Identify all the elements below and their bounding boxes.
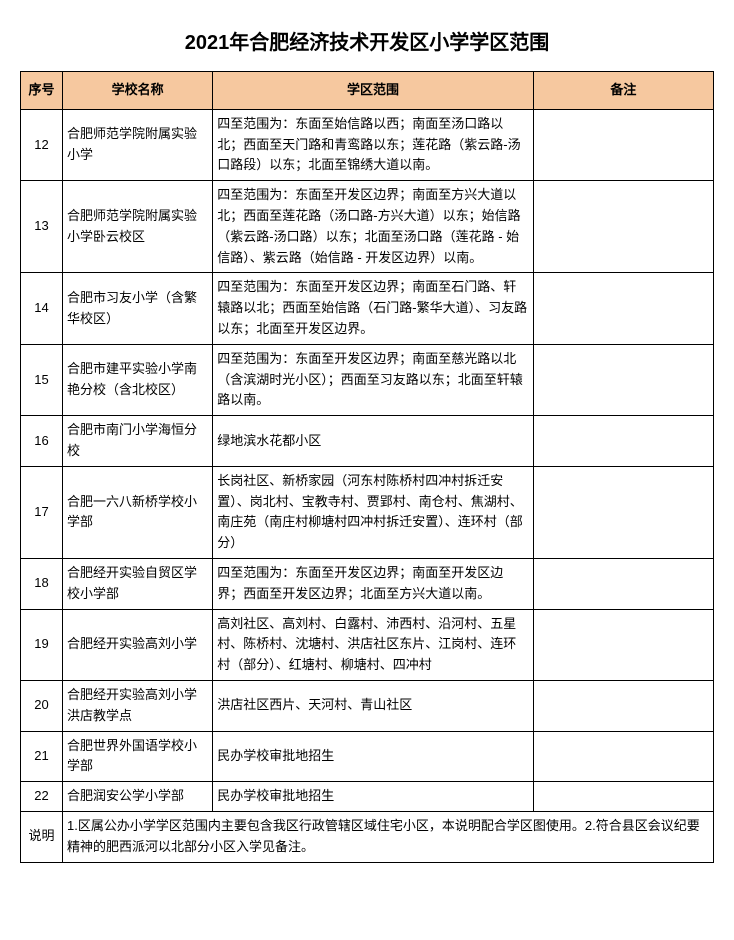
cell-seq: 20	[21, 680, 63, 731]
cell-district-range: 高刘社区、高刘村、白露村、沛西村、沿河村、五星村、陈桥村、沈塘村、洪店社区东片、…	[213, 609, 533, 680]
col-header-seq: 序号	[21, 72, 63, 110]
cell-seq: 16	[21, 416, 63, 467]
cell-seq: 17	[21, 466, 63, 558]
table-header-row: 序号 学校名称 学区范围 备注	[21, 72, 714, 110]
cell-seq: 13	[21, 181, 63, 273]
cell-note	[533, 680, 713, 731]
cell-seq: 19	[21, 609, 63, 680]
cell-school-name: 合肥经开实验自贸区学校小学部	[63, 558, 213, 609]
table-row: 12合肥师范学院附属实验小学四至范围为：东面至始信路以西；南面至汤口路以北；西面…	[21, 109, 714, 180]
table-row: 13合肥师范学院附属实验小学卧云校区四至范围为：东面至开发区边界；南面至方兴大道…	[21, 181, 714, 273]
cell-note	[533, 731, 713, 782]
col-header-name: 学校名称	[63, 72, 213, 110]
table-row: 15合肥市建平实验小学南艳分校（含北校区）四至范围为：东面至开发区边界；南面至慈…	[21, 344, 714, 415]
cell-school-name: 合肥师范学院附属实验小学	[63, 109, 213, 180]
cell-school-name: 合肥经开实验高刘小学	[63, 609, 213, 680]
page-title: 2021年合肥经济技术开发区小学学区范围	[20, 26, 714, 55]
cell-district-range: 四至范围为：东面至开发区边界；南面至方兴大道以北；西面至莲花路（汤口路-方兴大道…	[213, 181, 533, 273]
cell-note	[533, 109, 713, 180]
cell-seq: 21	[21, 731, 63, 782]
table-row: 16合肥市南门小学海恒分校绿地滨水花都小区	[21, 416, 714, 467]
cell-seq: 12	[21, 109, 63, 180]
cell-note	[533, 609, 713, 680]
cell-district-range: 长岗社区、新桥家园（河东村陈桥村四冲村拆迁安置）、岗北村、宝教寺村、贾郢村、南仓…	[213, 466, 533, 558]
cell-seq: 18	[21, 558, 63, 609]
table-row: 21合肥世界外国语学校小学部民办学校审批地招生	[21, 731, 714, 782]
table-row: 18合肥经开实验自贸区学校小学部四至范围为：东面至开发区边界；南面至开发区边界；…	[21, 558, 714, 609]
cell-district-range: 绿地滨水花都小区	[213, 416, 533, 467]
col-header-note: 备注	[533, 72, 713, 110]
cell-school-name: 合肥润安公学小学部	[63, 782, 213, 812]
table-row: 17合肥一六八新桥学校小学部长岗社区、新桥家园（河东村陈桥村四冲村拆迁安置）、岗…	[21, 466, 714, 558]
explain-text: 1.区属公办小学学区范围内主要包含我区行政管辖区域住宅小区，本说明配合学区图使用…	[63, 811, 714, 862]
cell-school-name: 合肥市南门小学海恒分校	[63, 416, 213, 467]
cell-school-name: 合肥世界外国语学校小学部	[63, 731, 213, 782]
cell-district-range: 民办学校审批地招生	[213, 782, 533, 812]
table-row: 19合肥经开实验高刘小学高刘社区、高刘村、白露村、沛西村、沿河村、五星村、陈桥村…	[21, 609, 714, 680]
cell-note	[533, 558, 713, 609]
cell-seq: 14	[21, 273, 63, 344]
cell-note	[533, 181, 713, 273]
cell-district-range: 洪店社区西片、天河村、青山社区	[213, 680, 533, 731]
col-header-range: 学区范围	[213, 72, 533, 110]
cell-district-range: 四至范围为：东面至始信路以西；南面至汤口路以北；西面至天门路和青鸾路以东；莲花路…	[213, 109, 533, 180]
cell-seq: 22	[21, 782, 63, 812]
table-row: 22合肥润安公学小学部民办学校审批地招生	[21, 782, 714, 812]
cell-note	[533, 782, 713, 812]
cell-school-name: 合肥市建平实验小学南艳分校（含北校区）	[63, 344, 213, 415]
cell-note	[533, 344, 713, 415]
cell-district-range: 四至范围为：东面至开发区边界；南面至石门路、轩辕路以北；西面至始信路（石门路-繁…	[213, 273, 533, 344]
cell-note	[533, 273, 713, 344]
cell-school-name: 合肥师范学院附属实验小学卧云校区	[63, 181, 213, 273]
cell-note	[533, 466, 713, 558]
cell-school-name: 合肥经开实验高刘小学洪店教学点	[63, 680, 213, 731]
school-district-table: 序号 学校名称 学区范围 备注 12合肥师范学院附属实验小学四至范围为：东面至始…	[20, 71, 714, 863]
cell-school-name: 合肥市习友小学（含繁华校区）	[63, 273, 213, 344]
explain-label: 说明	[21, 811, 63, 862]
cell-district-range: 四至范围为：东面至开发区边界；南面至慈光路以北（含滨湖时光小区）；西面至习友路以…	[213, 344, 533, 415]
cell-note	[533, 416, 713, 467]
cell-district-range: 四至范围为：东面至开发区边界；南面至开发区边界；西面至开发区边界；北面至方兴大道…	[213, 558, 533, 609]
table-row: 14合肥市习友小学（含繁华校区）四至范围为：东面至开发区边界；南面至石门路、轩辕…	[21, 273, 714, 344]
cell-district-range: 民办学校审批地招生	[213, 731, 533, 782]
cell-school-name: 合肥一六八新桥学校小学部	[63, 466, 213, 558]
table-row: 20合肥经开实验高刘小学洪店教学点洪店社区西片、天河村、青山社区	[21, 680, 714, 731]
cell-seq: 15	[21, 344, 63, 415]
explain-row: 说明1.区属公办小学学区范围内主要包含我区行政管辖区域住宅小区，本说明配合学区图…	[21, 811, 714, 862]
